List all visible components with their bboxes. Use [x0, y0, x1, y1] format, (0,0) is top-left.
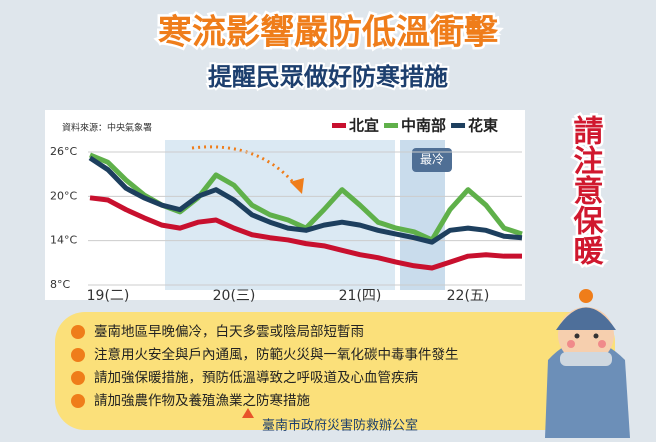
legend-label: 花東	[468, 117, 498, 135]
character	[545, 289, 630, 438]
bullet-text: 臺南地區早晚偏冷，白天多雲或陰局部短暫雨	[94, 323, 364, 340]
legend-label: 中南部	[401, 117, 446, 135]
source: 資料來源：中央氣象署	[62, 122, 152, 134]
arrow-head	[290, 178, 304, 194]
side-note: 請注意保暖	[568, 115, 604, 265]
legend-swatch	[384, 123, 399, 128]
legend-swatch	[332, 123, 346, 128]
y-tick-label: 14°C	[50, 234, 77, 247]
y-tick-label: 20°C	[50, 189, 77, 202]
bullet-text: 注意用火安全與戶內通風，防範火災與一氧化碳中毒事件發生	[94, 346, 459, 363]
logo	[242, 408, 254, 418]
line	[89, 195, 522, 271]
bullet-dot	[71, 394, 85, 408]
x-tick-label: 22(五)	[447, 288, 490, 304]
bullet-dot	[71, 371, 85, 385]
annotation: 最冷	[420, 153, 444, 167]
bullet-dot	[71, 348, 85, 362]
bullet-dot	[71, 325, 85, 339]
title: 寒流影響嚴防低溫衝擊	[158, 13, 499, 53]
subtitle: 提醒民眾做好防寒措施	[208, 63, 448, 91]
info-box	[55, 312, 615, 430]
legend-label: 北宜	[349, 117, 379, 135]
y-tick-label: 8°C	[50, 278, 70, 291]
chart: 26°C 20°C 14°C 8°C 19(二) 20(三) 21(四) 22(五) 北宜 中南部…	[50, 117, 523, 304]
x-tick-label: 20(三)	[213, 288, 256, 304]
bullet-text: 請加強保暖措施，預防低溫導致之呼吸道及心血管疾病	[94, 370, 418, 386]
line	[88, 155, 523, 245]
shade	[165, 140, 395, 290]
x-tick-label: 21(四)	[339, 288, 382, 304]
bullets: 臺南地區早晚偏冷，白天多雲或陰局部短暫雨注意用火安全與戶內通風，防範火災與一氧化…	[71, 323, 459, 409]
x-tick-label: 19(二)	[87, 288, 130, 304]
arrow	[191, 145, 300, 189]
legend-swatch	[451, 123, 466, 128]
annotation-box	[412, 148, 452, 172]
y-tick-label: 26°C	[50, 145, 77, 158]
bullet-text: 請加強農作物及養殖漁業之防寒措施	[94, 392, 310, 409]
footer: 臺南市政府災害防救辦公室	[262, 418, 418, 434]
